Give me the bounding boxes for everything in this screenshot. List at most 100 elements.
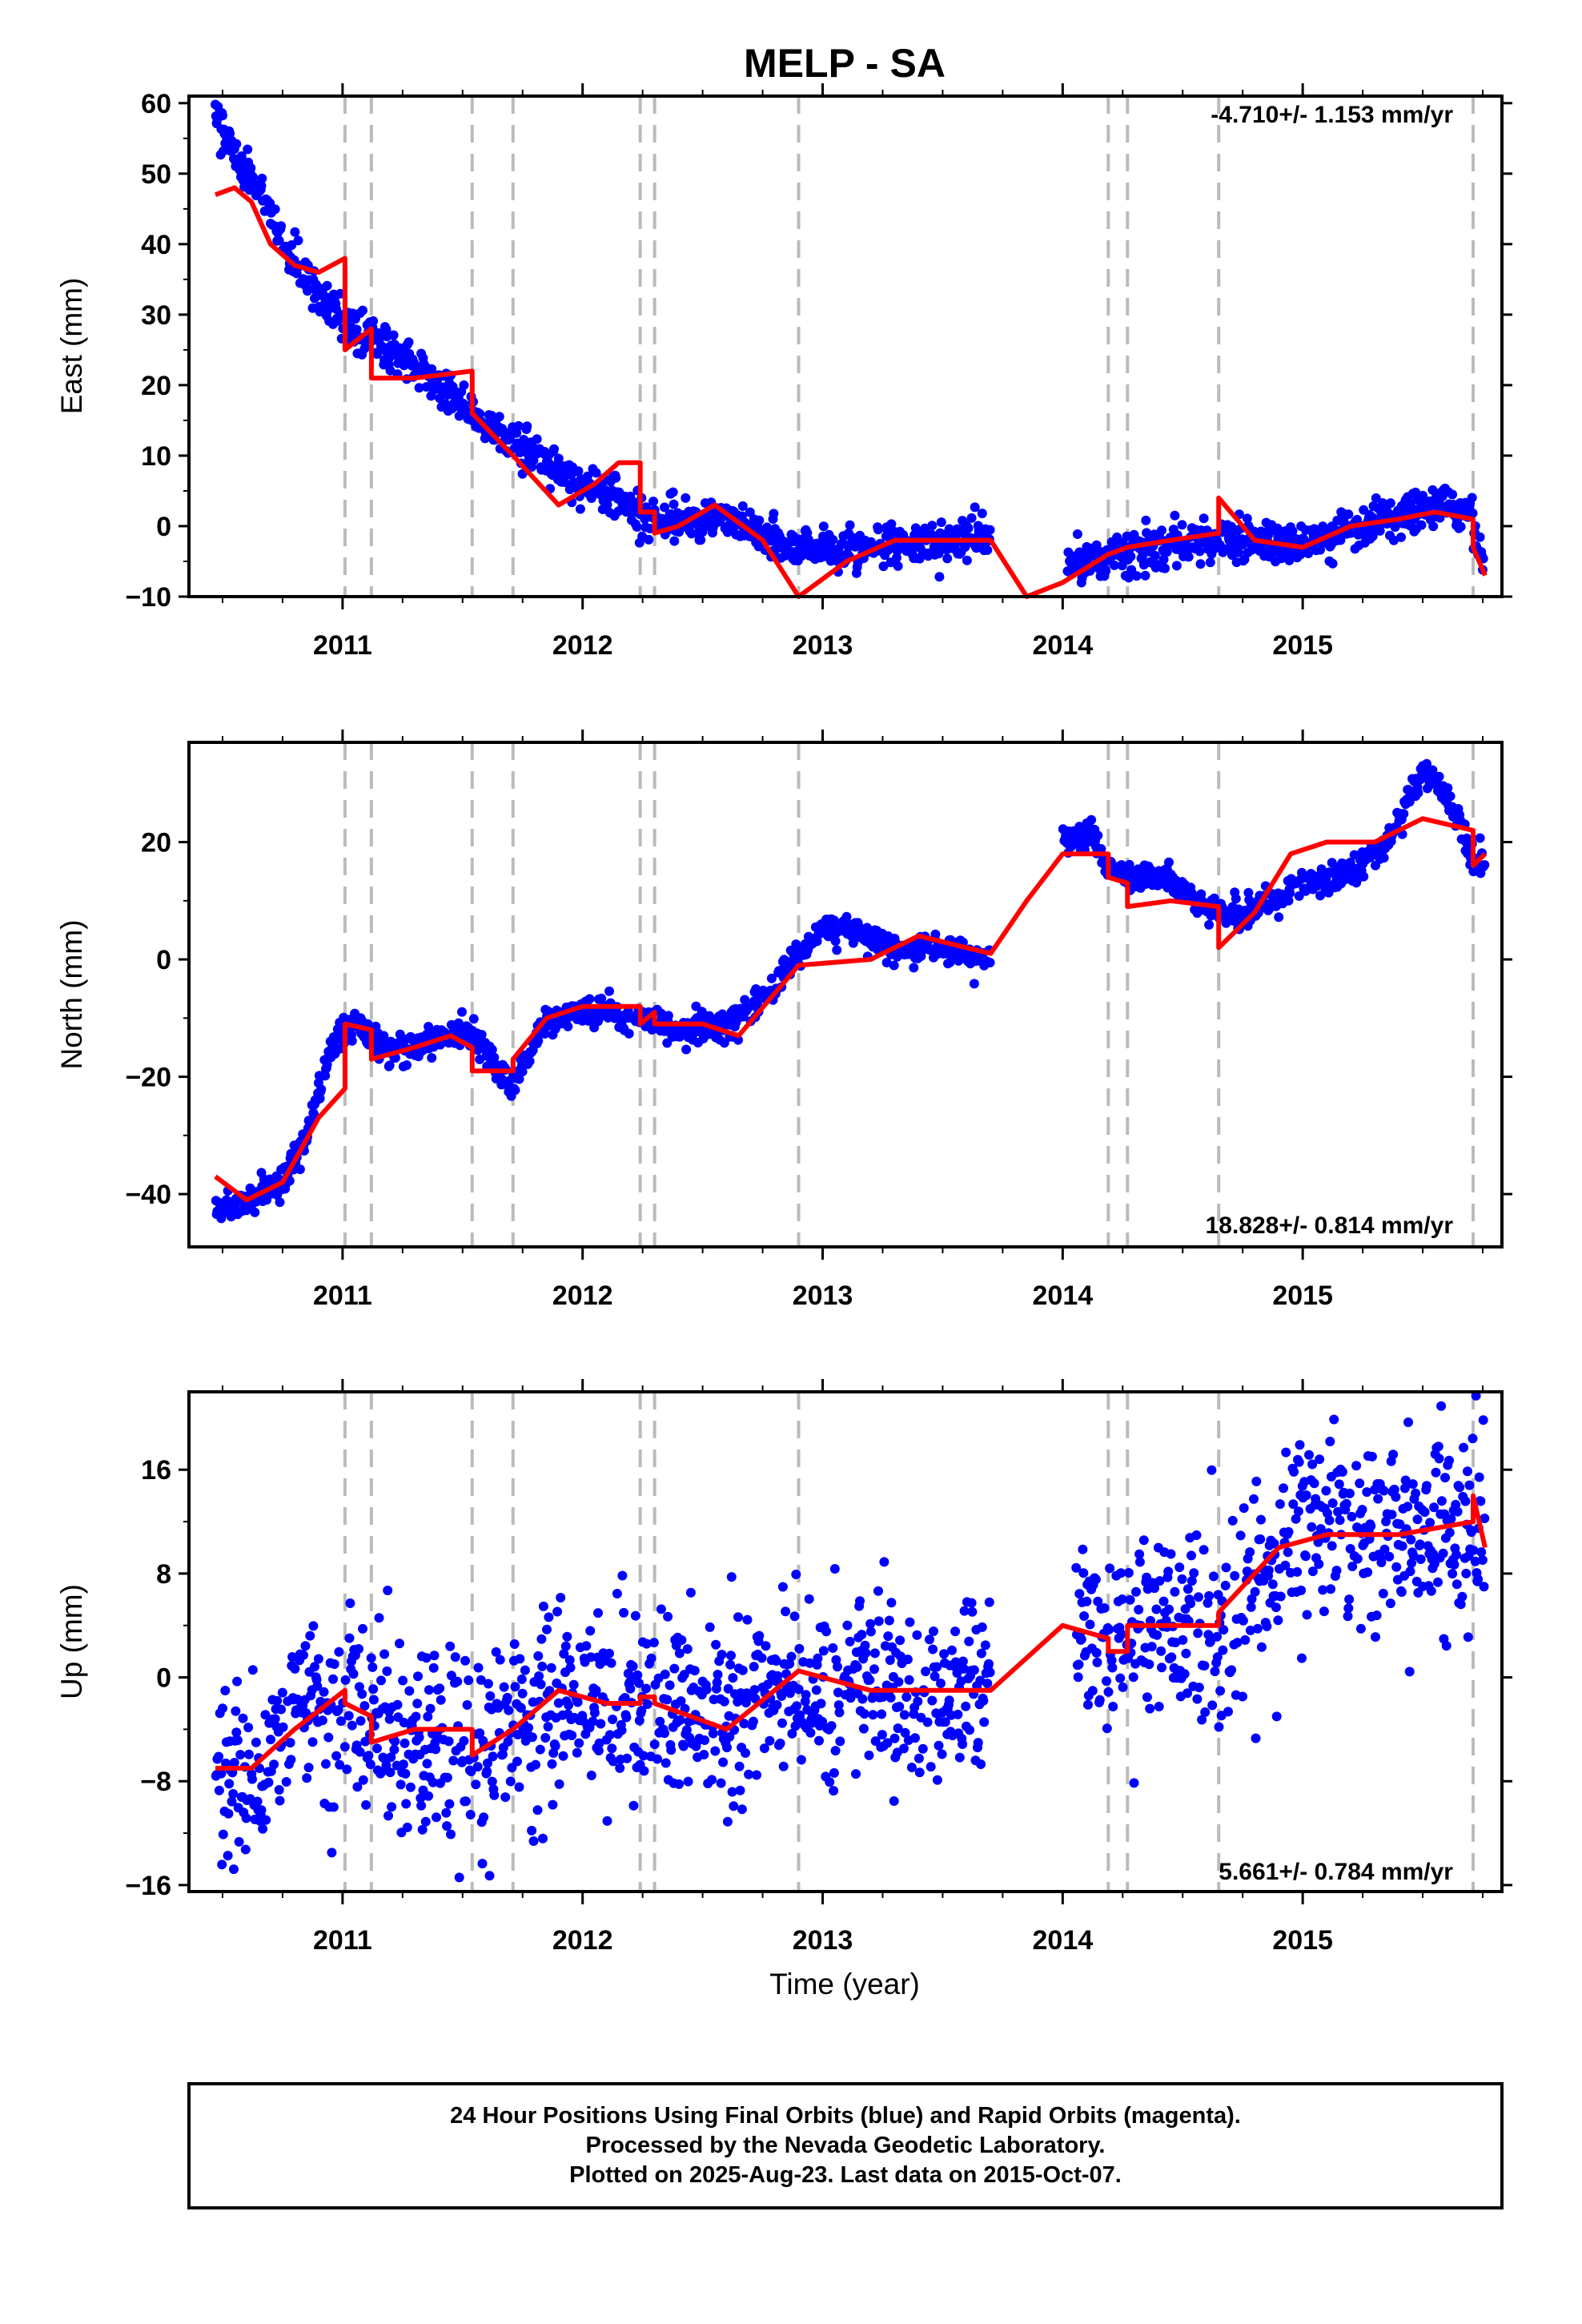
observation-point bbox=[910, 1733, 920, 1743]
observation-point bbox=[275, 1795, 285, 1806]
observation-point bbox=[1357, 1505, 1367, 1515]
east-plot-frame bbox=[187, 94, 1504, 598]
observation-point bbox=[1117, 561, 1127, 571]
observation-point bbox=[674, 1779, 685, 1789]
observation-point bbox=[904, 1675, 914, 1685]
observation-point bbox=[1297, 1653, 1307, 1663]
observation-point bbox=[384, 1714, 395, 1724]
observation-point bbox=[628, 1800, 639, 1811]
observation-point bbox=[313, 1654, 323, 1664]
observation-point bbox=[584, 994, 595, 1004]
observation-point bbox=[1285, 551, 1295, 561]
observation-point bbox=[400, 1768, 411, 1779]
observation-point bbox=[1162, 547, 1172, 557]
observation-point bbox=[814, 1735, 824, 1746]
observation-point bbox=[1138, 1535, 1149, 1546]
observation-point bbox=[978, 1695, 989, 1706]
observation-point bbox=[666, 1745, 677, 1755]
observation-point bbox=[873, 525, 883, 535]
observation-point bbox=[885, 1693, 896, 1703]
observation-point bbox=[366, 1653, 376, 1663]
observation-point bbox=[387, 1802, 397, 1812]
observation-point bbox=[1118, 1682, 1128, 1692]
observation-point bbox=[442, 1821, 452, 1831]
observation-point bbox=[1477, 1555, 1488, 1565]
observation-point bbox=[465, 1810, 476, 1819]
observation-point bbox=[1371, 1610, 1382, 1621]
observation-point bbox=[1166, 1652, 1177, 1663]
observation-point bbox=[1195, 546, 1205, 557]
observation-point bbox=[683, 1776, 693, 1787]
observation-point bbox=[535, 1744, 545, 1755]
observation-point bbox=[1238, 1615, 1248, 1626]
observation-point bbox=[547, 1759, 557, 1769]
observation-point bbox=[1158, 1596, 1169, 1606]
observation-point bbox=[1154, 1702, 1164, 1711]
observation-point bbox=[811, 1685, 821, 1695]
observation-point bbox=[517, 1688, 528, 1699]
observation-point bbox=[648, 1638, 659, 1648]
observation-point bbox=[1115, 1673, 1126, 1683]
observation-point bbox=[1240, 1634, 1251, 1645]
observation-point bbox=[1102, 1723, 1112, 1734]
observation-point bbox=[1352, 514, 1362, 525]
observation-point bbox=[543, 1722, 553, 1732]
observation-point bbox=[965, 1725, 975, 1735]
observation-point bbox=[855, 1596, 865, 1606]
observation-point bbox=[1412, 1514, 1423, 1525]
observation-point bbox=[1235, 1530, 1246, 1541]
observation-point bbox=[258, 1823, 268, 1834]
observation-point bbox=[868, 1710, 878, 1720]
north-rate-label: 18.828+/- 0.814 mm/yr bbox=[1206, 1212, 1454, 1239]
observation-point bbox=[534, 1671, 544, 1681]
observation-point bbox=[1367, 531, 1378, 541]
observation-point bbox=[1459, 1442, 1468, 1453]
observation-point bbox=[1415, 1539, 1425, 1550]
observation-point bbox=[1467, 493, 1477, 503]
observation-point bbox=[964, 1636, 974, 1647]
observation-point bbox=[1363, 1567, 1373, 1578]
observation-point bbox=[1204, 1590, 1215, 1601]
observation-point bbox=[901, 1692, 912, 1702]
observation-point bbox=[967, 1606, 978, 1617]
observation-point bbox=[348, 1669, 359, 1679]
observation-point bbox=[537, 1661, 548, 1671]
observation-point bbox=[934, 549, 944, 559]
observation-point bbox=[821, 1626, 832, 1637]
observation-point bbox=[1256, 1514, 1266, 1525]
observation-point bbox=[936, 1679, 946, 1688]
observation-point bbox=[256, 1805, 267, 1815]
observation-point bbox=[777, 1718, 787, 1728]
observation-point bbox=[247, 171, 258, 182]
observation-point bbox=[1307, 1522, 1317, 1532]
observation-point bbox=[460, 1655, 471, 1666]
observation-point bbox=[754, 1630, 765, 1641]
observation-point bbox=[681, 493, 691, 503]
observation-point bbox=[303, 286, 312, 296]
observation-point bbox=[1174, 1562, 1185, 1573]
observation-point bbox=[1468, 508, 1478, 518]
observation-point bbox=[435, 1683, 445, 1694]
observation-point bbox=[677, 1635, 687, 1645]
observation-point bbox=[229, 1864, 239, 1875]
x-tick-label: 2014 bbox=[1033, 630, 1094, 661]
observation-point bbox=[669, 499, 679, 509]
observation-point bbox=[1325, 1437, 1335, 1446]
observation-point bbox=[1086, 814, 1097, 825]
north-y-axis-label: North (mm) bbox=[55, 919, 88, 1069]
observation-point bbox=[416, 1800, 427, 1811]
observation-point bbox=[1271, 1711, 1282, 1722]
observation-point bbox=[358, 1623, 367, 1634]
observation-point bbox=[1178, 1634, 1188, 1645]
observation-point bbox=[402, 1060, 412, 1070]
observation-point bbox=[873, 1586, 883, 1596]
x-tick-label: 2012 bbox=[552, 630, 613, 661]
observation-point bbox=[617, 1570, 628, 1581]
observation-point bbox=[1436, 1401, 1447, 1411]
observation-point bbox=[400, 1738, 410, 1748]
observation-point bbox=[1463, 1466, 1472, 1477]
observation-point bbox=[235, 1750, 246, 1760]
observation-point bbox=[1074, 1589, 1085, 1599]
observation-point bbox=[1076, 1634, 1086, 1644]
observation-point bbox=[1128, 1672, 1138, 1683]
